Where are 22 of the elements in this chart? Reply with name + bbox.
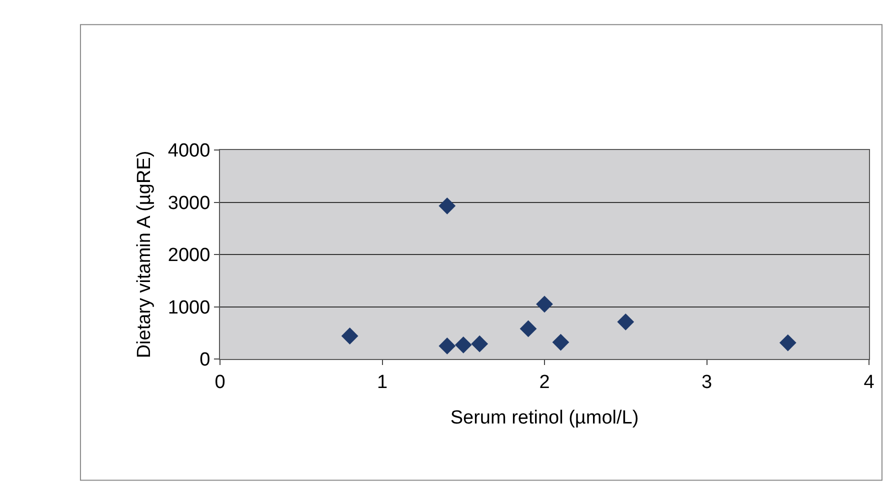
point — [438, 337, 456, 354]
y-axis-title: Dietary vitamin A (µgRE) — [134, 150, 155, 358]
y-tick-label: 1000 — [168, 297, 210, 318]
y-tick-label: 3000 — [168, 192, 210, 214]
x-tick-label: 3 — [701, 372, 712, 393]
point — [552, 334, 570, 351]
y-tick-label: 0 — [200, 350, 210, 371]
point — [471, 335, 488, 352]
x-tick-label: 2 — [539, 372, 550, 393]
y-tick-label: 4000 — [168, 140, 210, 162]
x-tick-label: 1 — [376, 372, 388, 393]
y-tick-label: 2000 — [168, 245, 210, 266]
point — [341, 328, 358, 344]
x-tick-label: 4 — [864, 372, 875, 393]
point — [536, 296, 553, 313]
point — [454, 336, 472, 354]
x-tick-label: 0 — [214, 372, 226, 393]
point — [779, 334, 796, 352]
x-axis-title: Serum retinol (µmol/L) — [450, 408, 639, 429]
point — [520, 320, 537, 338]
point — [617, 313, 634, 330]
point — [438, 197, 456, 214]
